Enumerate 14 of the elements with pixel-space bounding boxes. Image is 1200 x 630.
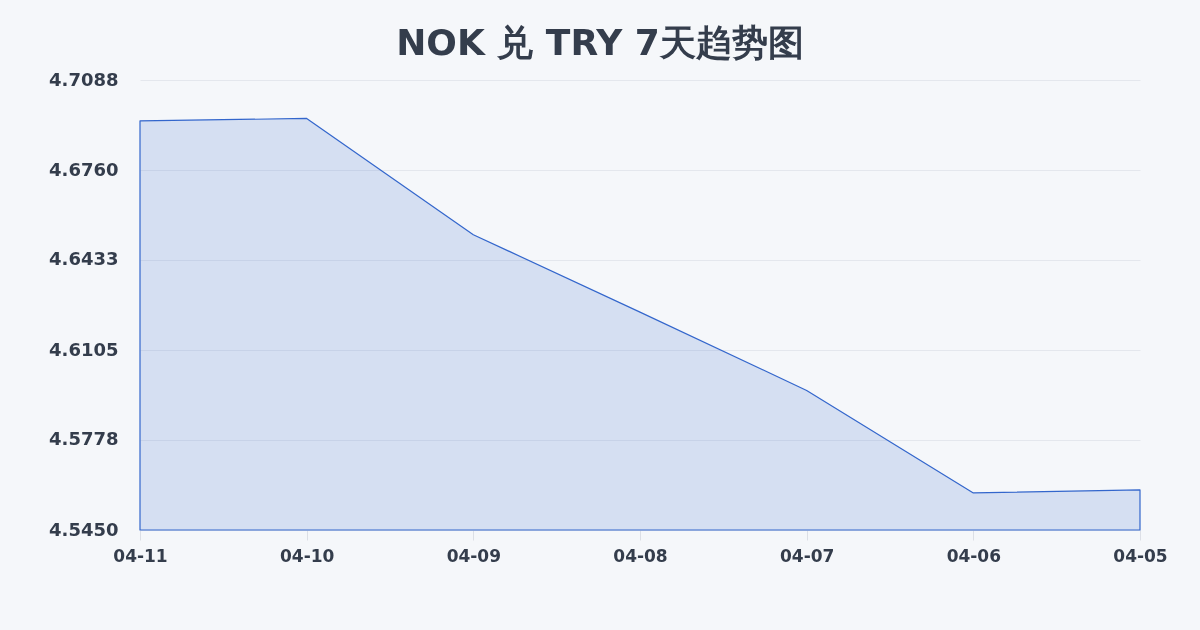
y-tick-label: 4.6760 bbox=[49, 158, 119, 180]
x-tick-label: 04-11 bbox=[113, 545, 168, 566]
y-tick-label: 4.6105 bbox=[49, 338, 119, 360]
y-tick-label: 4.6433 bbox=[49, 248, 119, 270]
x-tick-label: 04-08 bbox=[613, 545, 668, 566]
y-tick-label: 4.7088 bbox=[49, 68, 119, 90]
y-tick-label: 4.5450 bbox=[49, 518, 119, 540]
y-tick-label: 4.5778 bbox=[49, 428, 119, 450]
x-tick-label: 04-07 bbox=[779, 545, 835, 566]
x-tick-label: 04-09 bbox=[446, 545, 502, 566]
x-tick-label: 04-06 bbox=[946, 545, 1002, 566]
x-tick-label: 04-05 bbox=[1113, 545, 1168, 566]
x-tick-label: 04-10 bbox=[279, 545, 335, 566]
chart-title: NOK 兑 TRY 7天趋势图 bbox=[396, 22, 804, 63]
